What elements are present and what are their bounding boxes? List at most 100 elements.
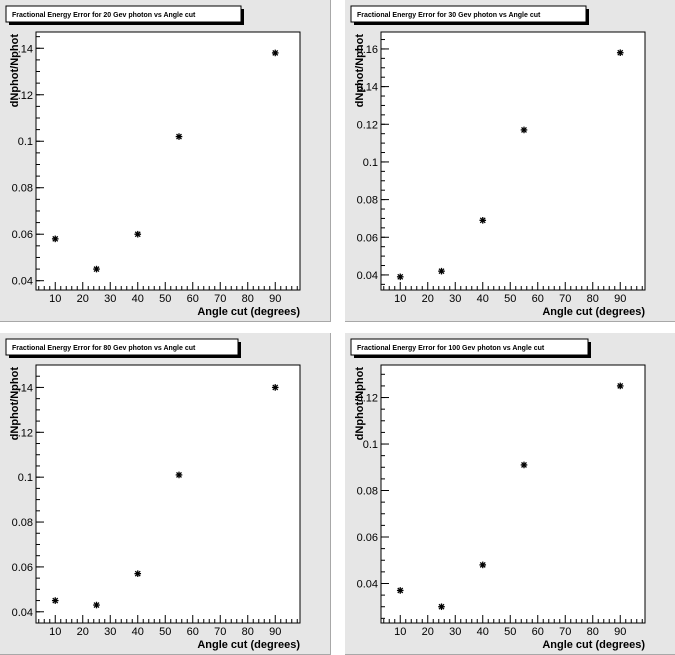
y-tick-label: 0.1 bbox=[363, 157, 378, 169]
y-tick-label: 0.1 bbox=[18, 136, 33, 148]
x-tick-label: 70 bbox=[559, 293, 571, 305]
x-tick-label: 60 bbox=[532, 626, 544, 638]
data-point bbox=[51, 597, 59, 604]
y-tick-label: 0.04 bbox=[12, 276, 33, 288]
data-point bbox=[616, 382, 624, 390]
data-point bbox=[438, 603, 445, 611]
data-point bbox=[93, 265, 100, 273]
data-point bbox=[175, 133, 183, 140]
chart-title-box: Fractional Energy Error for 100 Gev phot… bbox=[350, 338, 591, 358]
data-point bbox=[175, 471, 183, 479]
data-point bbox=[271, 384, 279, 391]
y-tick-label: 0.1 bbox=[18, 472, 33, 484]
x-tick-label: 40 bbox=[477, 626, 489, 638]
chart-panel-2: Fractional Energy Error for 30 Gev photo… bbox=[345, 0, 675, 322]
y-tick-label: 0.04 bbox=[357, 578, 378, 590]
y-tick-label: 0.04 bbox=[12, 607, 33, 619]
y-tick-label: 0.08 bbox=[12, 517, 33, 529]
y-axis-label: dNphot/Nphot bbox=[9, 34, 21, 108]
chart-panel-4: Fractional Energy Error for 100 Gev phot… bbox=[345, 333, 675, 655]
plot-frame bbox=[35, 364, 301, 624]
x-tick-label: 20 bbox=[422, 626, 434, 638]
data-point bbox=[93, 601, 100, 609]
chart-svg-4: Fractional Energy Error for 100 Gev phot… bbox=[350, 338, 646, 651]
y-axis-label: dNphot/Nphot bbox=[354, 367, 366, 441]
x-tick-label: 40 bbox=[132, 626, 144, 638]
data-point bbox=[271, 49, 279, 57]
plot-frame bbox=[35, 31, 301, 291]
data-point bbox=[134, 570, 142, 577]
y-tick-label: .14 bbox=[18, 43, 33, 55]
y-tick-label: 0.04 bbox=[357, 270, 378, 282]
chart-title-box: Fractional Energy Error for 30 Gev photo… bbox=[350, 5, 589, 25]
x-tick-label: 10 bbox=[49, 293, 61, 305]
data-point bbox=[438, 267, 445, 275]
y-tick-label: 0.06 bbox=[12, 229, 33, 241]
x-tick-label: 10 bbox=[394, 626, 406, 638]
x-tick-label: 40 bbox=[477, 293, 489, 305]
data-point bbox=[479, 561, 487, 569]
x-axis-label: Angle cut (degrees) bbox=[197, 306, 300, 318]
chart-title: Fractional Energy Error for 80 Gev photo… bbox=[12, 345, 196, 352]
plot-frame bbox=[380, 364, 646, 624]
x-tick-label: 90 bbox=[269, 626, 281, 638]
y-tick-label: 0.06 bbox=[12, 562, 33, 574]
x-tick-label: 60 bbox=[187, 293, 199, 305]
x-tick-label: 90 bbox=[614, 626, 626, 638]
y-tick-label: 0.08 bbox=[357, 195, 378, 207]
data-point bbox=[396, 273, 404, 281]
chart-title: Fractional Energy Error for 100 Gev phot… bbox=[357, 345, 545, 352]
data-point bbox=[520, 461, 528, 469]
y-tick-label: 0.12 bbox=[357, 393, 378, 405]
x-tick-label: 30 bbox=[104, 293, 116, 305]
x-tick-label: 80 bbox=[242, 293, 254, 305]
x-axis-label: Angle cut (degrees) bbox=[542, 306, 645, 318]
x-tick-label: 80 bbox=[242, 626, 254, 638]
x-tick-label: 90 bbox=[614, 293, 626, 305]
data-point bbox=[51, 235, 59, 243]
x-tick-label: 50 bbox=[159, 626, 171, 638]
y-tick-label: 0.14 bbox=[357, 82, 378, 94]
x-tick-label: 70 bbox=[559, 626, 571, 638]
data-point bbox=[520, 126, 528, 134]
x-tick-label: 50 bbox=[504, 293, 516, 305]
x-tick-label: 20 bbox=[77, 293, 89, 305]
chart-svg-3: Fractional Energy Error for 80 Gev photo… bbox=[5, 338, 301, 651]
chart-title: Fractional Energy Error for 30 Gev photo… bbox=[357, 12, 541, 19]
x-tick-label: 50 bbox=[159, 293, 171, 305]
y-tick-label: .14 bbox=[18, 382, 33, 394]
y-tick-label: 0.06 bbox=[357, 532, 378, 544]
x-tick-label: 50 bbox=[504, 626, 516, 638]
x-tick-label: 70 bbox=[214, 626, 226, 638]
x-tick-label: 30 bbox=[449, 626, 461, 638]
x-axis-label: Angle cut (degrees) bbox=[542, 639, 645, 651]
x-tick-label: 80 bbox=[587, 626, 599, 638]
x-tick-label: 90 bbox=[269, 293, 281, 305]
y-tick-label: 0.16 bbox=[357, 44, 378, 56]
x-tick-label: 70 bbox=[214, 293, 226, 305]
x-tick-label: 10 bbox=[394, 293, 406, 305]
plot-frame bbox=[380, 31, 646, 291]
chart-svg-1: Fractional Energy Error for 20 Gev photo… bbox=[5, 5, 301, 318]
x-tick-label: 30 bbox=[104, 626, 116, 638]
x-tick-label: 10 bbox=[49, 626, 61, 638]
chart-title-box: Fractional Energy Error for 80 Gev photo… bbox=[5, 338, 241, 358]
data-point bbox=[479, 217, 487, 224]
y-axis-label: dNphot/Nphot bbox=[9, 367, 21, 441]
y-tick-label: 0.12 bbox=[357, 119, 378, 131]
x-axis-label: Angle cut (degrees) bbox=[197, 639, 300, 651]
y-tick-label: .12 bbox=[18, 427, 33, 439]
data-point bbox=[134, 230, 142, 238]
y-tick-label: 0.08 bbox=[357, 486, 378, 498]
y-axis-label: dNphot/Nphot bbox=[354, 34, 366, 108]
data-point bbox=[396, 587, 404, 594]
chart-title: Fractional Energy Error for 20 Gev photo… bbox=[12, 12, 196, 19]
data-point bbox=[616, 49, 624, 57]
chart-svg-2: Fractional Energy Error for 30 Gev photo… bbox=[350, 5, 646, 318]
x-tick-label: 40 bbox=[132, 293, 144, 305]
x-tick-label: 20 bbox=[422, 293, 434, 305]
y-tick-label: 0.06 bbox=[357, 232, 378, 244]
y-tick-label: 0.1 bbox=[363, 439, 378, 451]
y-tick-label: 0.08 bbox=[12, 183, 33, 195]
chart-title-box: Fractional Energy Error for 20 Gev photo… bbox=[5, 5, 244, 25]
